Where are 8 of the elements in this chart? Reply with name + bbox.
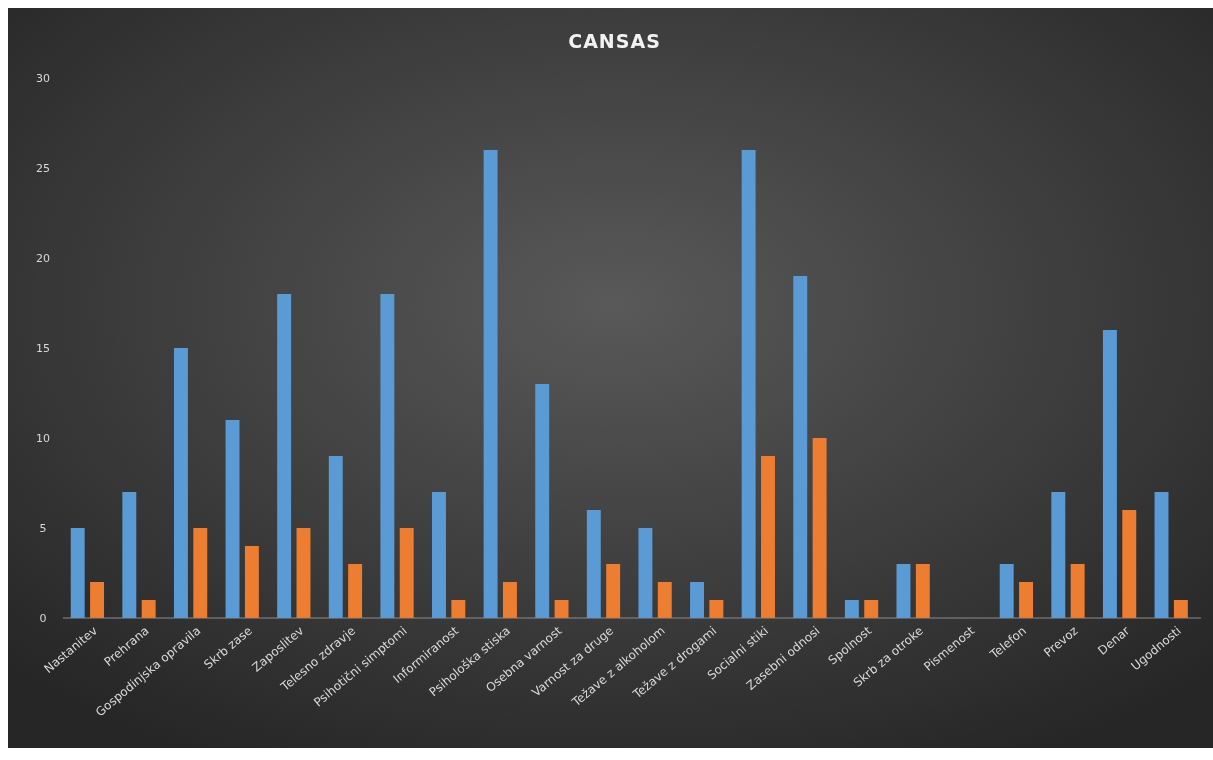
- y-tick-label: 30: [36, 72, 50, 85]
- y-tick-label: 5: [39, 522, 47, 535]
- y-tick-label: 15: [36, 342, 50, 355]
- y-tick-label: 0: [39, 612, 47, 625]
- chart-title: CANSAS: [568, 30, 661, 52]
- y-tick-label: 20: [36, 252, 50, 265]
- y-tick-label: 10: [36, 432, 50, 445]
- y-tick-label: 25: [36, 162, 50, 175]
